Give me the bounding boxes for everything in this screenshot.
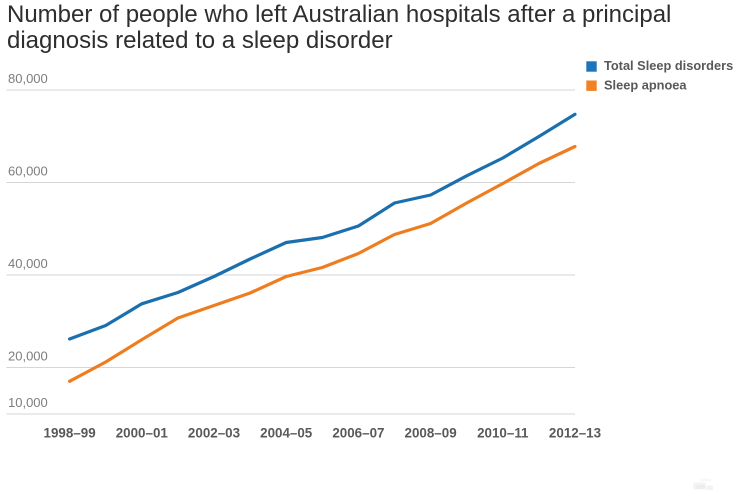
svg-text:2008–09: 2008–09 xyxy=(405,426,457,441)
svg-text:2004–05: 2004–05 xyxy=(260,426,313,441)
svg-text:2000–01: 2000–01 xyxy=(116,426,169,441)
svg-text:Number of people who left Aust: Number of people who left Australian hos… xyxy=(7,1,671,28)
svg-text:2002–03: 2002–03 xyxy=(188,426,240,441)
svg-text:2012–13: 2012–13 xyxy=(549,426,601,441)
svg-text:Sleep apnoea: Sleep apnoea xyxy=(604,77,687,92)
svg-text:60,000: 60,000 xyxy=(8,164,48,179)
svg-text:10,000: 10,000 xyxy=(8,395,48,410)
svg-text:diagnosis related to a sleep d: diagnosis related to a sleep disorder xyxy=(7,27,393,54)
svg-text:80,000: 80,000 xyxy=(8,71,48,86)
svg-text:1998–99: 1998–99 xyxy=(44,426,96,441)
svg-text:40,000: 40,000 xyxy=(8,256,48,271)
svg-text:2010–11: 2010–11 xyxy=(477,426,529,441)
svg-text:20,000: 20,000 xyxy=(8,349,48,364)
svg-text:Total Sleep disorders: Total Sleep disorders xyxy=(604,58,733,73)
svg-text:2006–07: 2006–07 xyxy=(332,426,384,441)
